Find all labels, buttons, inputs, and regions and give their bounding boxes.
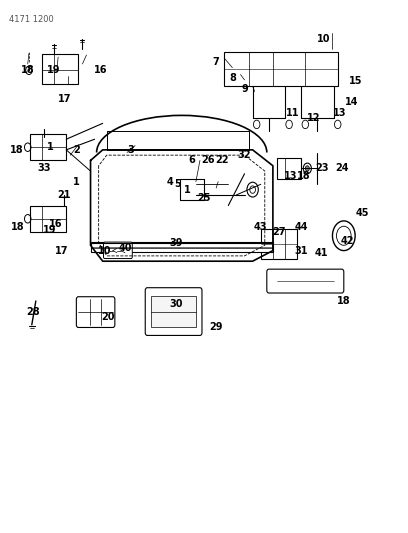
Text: 25: 25 [197, 192, 211, 203]
Text: 29: 29 [209, 322, 223, 333]
Text: 19: 19 [47, 66, 61, 75]
Text: 43: 43 [254, 222, 268, 232]
Text: 20: 20 [101, 312, 114, 322]
Text: 30: 30 [169, 298, 182, 309]
Text: 4171 1200: 4171 1200 [9, 14, 54, 23]
Text: 18: 18 [21, 66, 35, 75]
Text: 13: 13 [284, 172, 298, 181]
Text: 18: 18 [297, 172, 310, 181]
Text: 41: 41 [315, 248, 328, 259]
FancyBboxPatch shape [261, 229, 297, 259]
Text: 24: 24 [335, 164, 348, 173]
Text: 33: 33 [37, 164, 51, 173]
Text: 4: 4 [166, 176, 173, 187]
Text: 15: 15 [349, 76, 363, 86]
Text: 1: 1 [73, 176, 80, 187]
Text: 14: 14 [345, 97, 359, 107]
FancyBboxPatch shape [277, 158, 301, 179]
FancyBboxPatch shape [224, 52, 338, 86]
Text: 18: 18 [10, 145, 24, 155]
Text: 17: 17 [58, 94, 71, 104]
Text: 28: 28 [26, 306, 40, 317]
Text: 18: 18 [337, 296, 350, 306]
Text: 31: 31 [295, 246, 308, 256]
Text: 5: 5 [174, 179, 181, 189]
FancyBboxPatch shape [42, 54, 78, 84]
Text: 9: 9 [241, 84, 248, 94]
Text: 17: 17 [55, 246, 68, 256]
Text: 19: 19 [43, 225, 57, 236]
Text: 2: 2 [73, 145, 80, 155]
Text: 6: 6 [188, 156, 195, 165]
FancyBboxPatch shape [267, 269, 344, 293]
Text: 42: 42 [341, 236, 355, 246]
Text: 11: 11 [286, 108, 300, 118]
Text: 16: 16 [94, 66, 107, 75]
FancyBboxPatch shape [104, 242, 132, 259]
Text: 7: 7 [213, 58, 220, 67]
FancyBboxPatch shape [76, 297, 115, 327]
Text: 1: 1 [47, 142, 53, 152]
Text: 27: 27 [272, 227, 286, 237]
Text: 39: 39 [169, 238, 182, 248]
FancyBboxPatch shape [151, 296, 196, 327]
Text: 13: 13 [333, 108, 346, 118]
Text: 10: 10 [317, 34, 330, 44]
Text: 3: 3 [128, 145, 134, 155]
FancyBboxPatch shape [91, 242, 273, 252]
FancyBboxPatch shape [30, 206, 66, 232]
Text: 8: 8 [229, 73, 236, 83]
FancyBboxPatch shape [145, 288, 202, 335]
Text: 40: 40 [118, 243, 132, 253]
Text: 16: 16 [49, 219, 63, 229]
Text: 26: 26 [201, 156, 215, 165]
Text: 1: 1 [184, 184, 191, 195]
Text: 23: 23 [315, 164, 328, 173]
FancyBboxPatch shape [30, 134, 66, 160]
Text: 44: 44 [295, 222, 308, 232]
Circle shape [305, 166, 309, 171]
Text: 22: 22 [215, 156, 229, 165]
Text: 32: 32 [238, 150, 251, 160]
Text: 12: 12 [307, 113, 320, 123]
Text: 18: 18 [11, 222, 24, 232]
Text: 10: 10 [98, 246, 111, 256]
Text: 45: 45 [355, 208, 369, 219]
Text: 21: 21 [58, 190, 71, 200]
